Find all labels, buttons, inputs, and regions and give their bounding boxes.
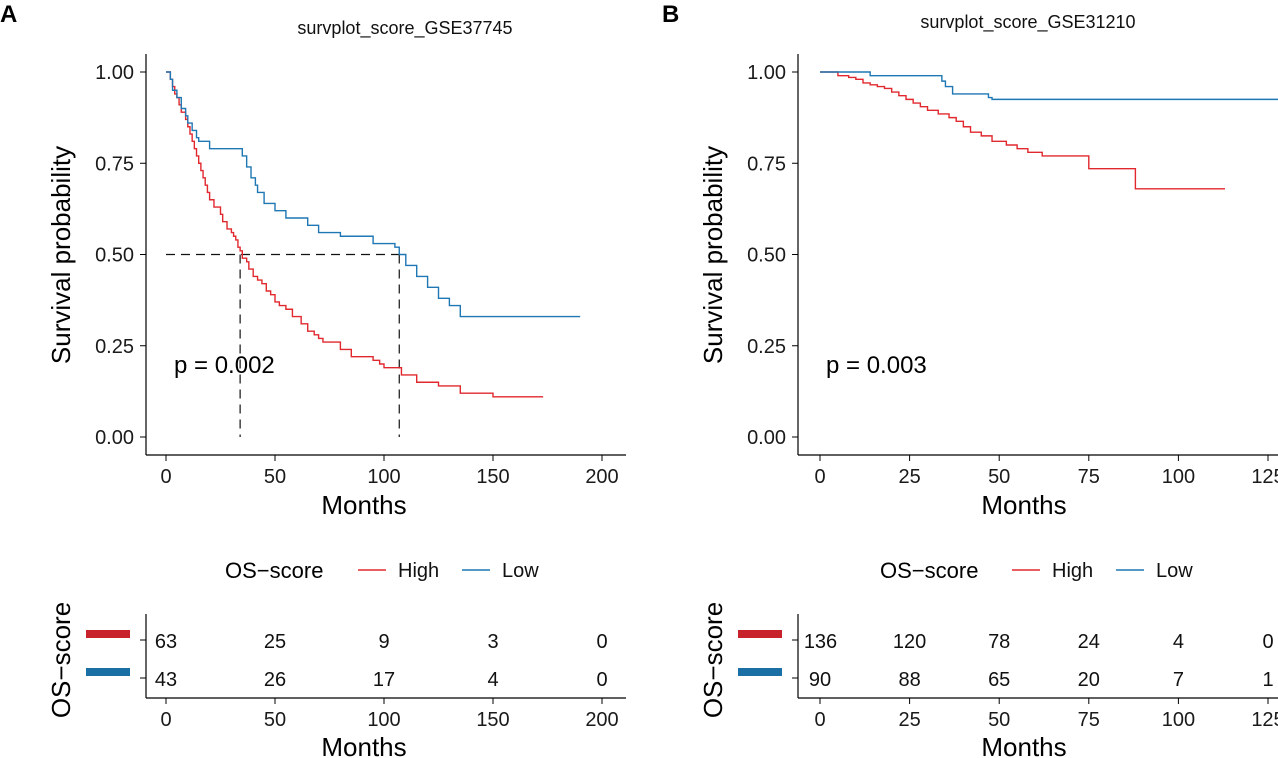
risk-count-low: 26 — [264, 669, 286, 691]
risk-count-high: 4 — [1173, 631, 1184, 653]
y-tick-label: 1.00 — [95, 62, 134, 84]
risk-count-low: 43 — [155, 669, 177, 691]
risk-count-low: 90 — [809, 669, 831, 691]
risk-row-swatch-low — [738, 668, 782, 676]
x-tick-label: 25 — [898, 466, 920, 488]
risk-row-swatch-high — [86, 630, 130, 638]
y-axis-title: Survival probability — [698, 146, 728, 364]
risk-count-high: 63 — [155, 631, 177, 653]
risk-y-axis-title: OS−score — [698, 602, 728, 718]
risk-count-high: 78 — [988, 631, 1010, 653]
risk-count-low: 1 — [1262, 669, 1273, 691]
risk-x-tick-label: 25 — [898, 709, 920, 731]
risk-x-tick-label: 50 — [264, 709, 286, 731]
y-tick-label: 1.00 — [747, 62, 786, 84]
risk-count-high: 9 — [378, 631, 389, 653]
chart-title: survplot_score_GSE37745 — [297, 18, 512, 39]
survival-curve-low — [166, 71, 581, 318]
legend-label-high: High — [398, 560, 439, 582]
x-tick-label: 50 — [264, 466, 286, 488]
risk-count-high: 136 — [804, 631, 837, 653]
risk-row-swatch-high — [738, 630, 782, 638]
risk-count-low: 4 — [487, 669, 498, 691]
x-tick-label: 100 — [1162, 466, 1195, 488]
legend-title: OS−score — [225, 558, 323, 583]
risk-x-tick-label: 200 — [585, 709, 618, 731]
x-tick-label: 0 — [160, 466, 171, 488]
y-tick-label: 0.00 — [747, 427, 786, 449]
p-value-label: p = 0.002 — [174, 352, 275, 379]
risk-count-low: 7 — [1173, 669, 1184, 691]
risk-x-tick-label: 125 — [1251, 709, 1278, 731]
risk-count-low: 88 — [898, 669, 920, 691]
risk-count-high: 3 — [487, 631, 498, 653]
survival-curve-high — [820, 71, 1225, 190]
y-tick-label: 0.00 — [95, 427, 134, 449]
risk-x-tick-label: 0 — [160, 709, 171, 731]
risk-y-axis-title: OS−score — [46, 602, 76, 718]
y-tick-label: 0.75 — [95, 153, 134, 175]
risk-x-tick-label: 150 — [476, 709, 509, 731]
risk-x-tick-label: 100 — [1162, 709, 1195, 731]
legend-label-high: High — [1052, 560, 1093, 582]
x-tick-label: 125 — [1251, 466, 1278, 488]
risk-x-tick-label: 100 — [367, 709, 400, 731]
risk-row-swatch-low — [86, 668, 130, 676]
y-tick-label: 0.75 — [747, 153, 786, 175]
y-tick-label: 0.25 — [747, 336, 786, 358]
risk-count-low: 0 — [596, 669, 607, 691]
survival-curve-low — [820, 71, 1278, 101]
x-axis-title: Months — [321, 490, 406, 520]
risk-x-tick-label: 0 — [814, 709, 825, 731]
legend-label-low: Low — [1156, 560, 1193, 582]
risk-count-high: 0 — [1262, 631, 1273, 653]
risk-count-low: 17 — [373, 669, 395, 691]
x-tick-label: 150 — [476, 466, 509, 488]
risk-x-axis-title: Months — [321, 732, 406, 758]
risk-x-axis-title: Months — [981, 732, 1066, 758]
panel-letter: B — [662, 1, 679, 28]
risk-count-high: 0 — [596, 631, 607, 653]
risk-count-low: 65 — [988, 669, 1010, 691]
legend-label-low: Low — [502, 560, 539, 582]
x-tick-label: 200 — [585, 466, 618, 488]
x-tick-label: 75 — [1078, 466, 1100, 488]
risk-count-high: 25 — [264, 631, 286, 653]
x-tick-label: 100 — [367, 466, 400, 488]
x-tick-label: 50 — [988, 466, 1010, 488]
y-tick-label: 0.50 — [747, 245, 786, 267]
chart-title: survplot_score_GSE31210 — [920, 12, 1135, 33]
y-axis-title: Survival probability — [46, 146, 76, 364]
panel-letter: A — [0, 1, 17, 28]
risk-count-high: 24 — [1078, 631, 1100, 653]
x-tick-label: 0 — [814, 466, 825, 488]
risk-count-low: 20 — [1078, 669, 1100, 691]
y-tick-label: 0.50 — [95, 245, 134, 267]
y-tick-label: 0.25 — [95, 336, 134, 358]
p-value-label: p = 0.003 — [826, 352, 927, 379]
risk-count-high: 120 — [893, 631, 926, 653]
x-axis-title: Months — [981, 490, 1066, 520]
risk-x-tick-label: 50 — [988, 709, 1010, 731]
legend-title: OS−score — [880, 558, 978, 583]
risk-x-tick-label: 75 — [1078, 709, 1100, 731]
survival-curve-high — [166, 71, 544, 398]
